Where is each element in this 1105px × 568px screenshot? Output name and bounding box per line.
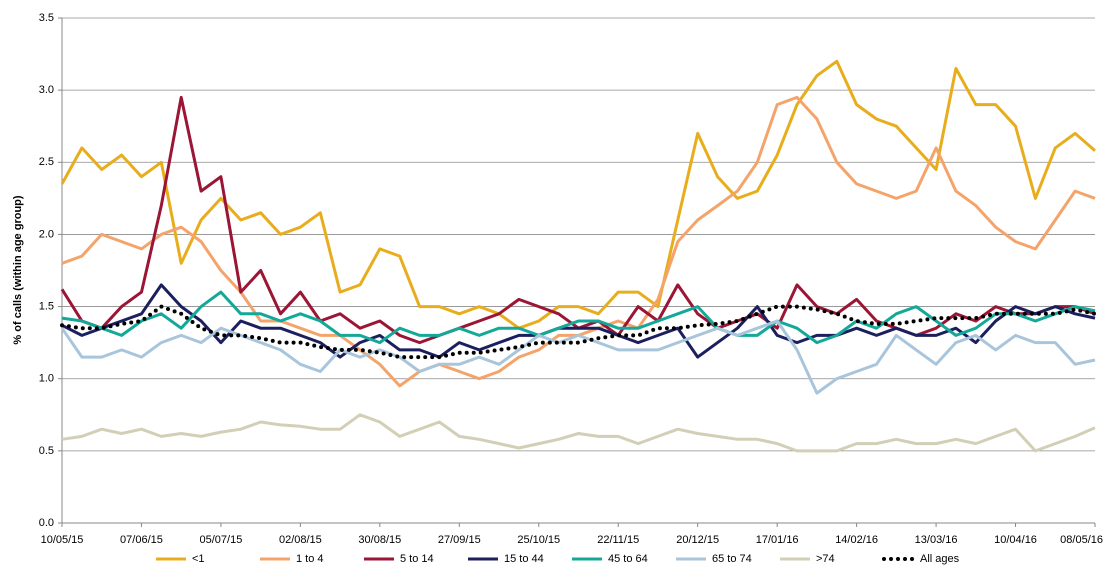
x-tick-label: 20/12/15 <box>676 534 719 546</box>
y-tick-label: 0.0 <box>39 517 54 529</box>
x-tick-label: 10/05/15 <box>41 534 84 546</box>
x-tick-label: 30/08/15 <box>358 534 401 546</box>
legend-label: >74 <box>816 553 835 565</box>
legend-label: 1 to 4 <box>296 553 324 565</box>
y-tick-label: 2.5 <box>39 156 54 168</box>
x-tick-label: 14/02/16 <box>835 534 878 546</box>
y-tick-label: 1.5 <box>39 300 54 312</box>
legend-label: All ages <box>920 553 960 565</box>
series-line <box>60 59 1096 330</box>
series-line <box>61 290 1096 345</box>
x-tick-label: 02/08/15 <box>279 534 322 546</box>
legend-label: 65 to 74 <box>712 553 752 565</box>
series-line <box>60 304 1097 360</box>
x-tick-label: 22/11/15 <box>597 534 639 546</box>
x-tick-label: 17/01/16 <box>756 534 799 546</box>
y-axis-label: % of calls (within age group) <box>12 195 24 344</box>
series-line <box>61 283 1096 359</box>
y-tick-label: 3.5 <box>39 12 54 24</box>
x-tick-label: 25/10/15 <box>517 534 560 546</box>
y-tick-label: 3.0 <box>39 84 54 96</box>
series-line <box>61 413 1096 453</box>
legend-label: <1 <box>192 553 205 565</box>
legend-label: 5 to 14 <box>400 553 434 565</box>
y-tick-label: 1.0 <box>39 373 54 385</box>
legend-label: 45 to 64 <box>608 553 648 565</box>
y-tick-label: 2.0 <box>39 228 54 240</box>
x-tick-label: 05/07/15 <box>200 534 243 546</box>
x-tick-label: 10/04/16 <box>994 534 1037 546</box>
x-tick-label: 07/06/15 <box>120 534 163 546</box>
y-tick-label: 0.5 <box>39 445 54 457</box>
series-line <box>60 319 1096 395</box>
x-tick-label: 13/03/16 <box>915 534 958 546</box>
x-tick-label: 08/05/16 <box>1060 534 1103 546</box>
legend-label: 15 to 44 <box>504 553 544 565</box>
x-tick-label: 27/09/15 <box>438 534 481 546</box>
